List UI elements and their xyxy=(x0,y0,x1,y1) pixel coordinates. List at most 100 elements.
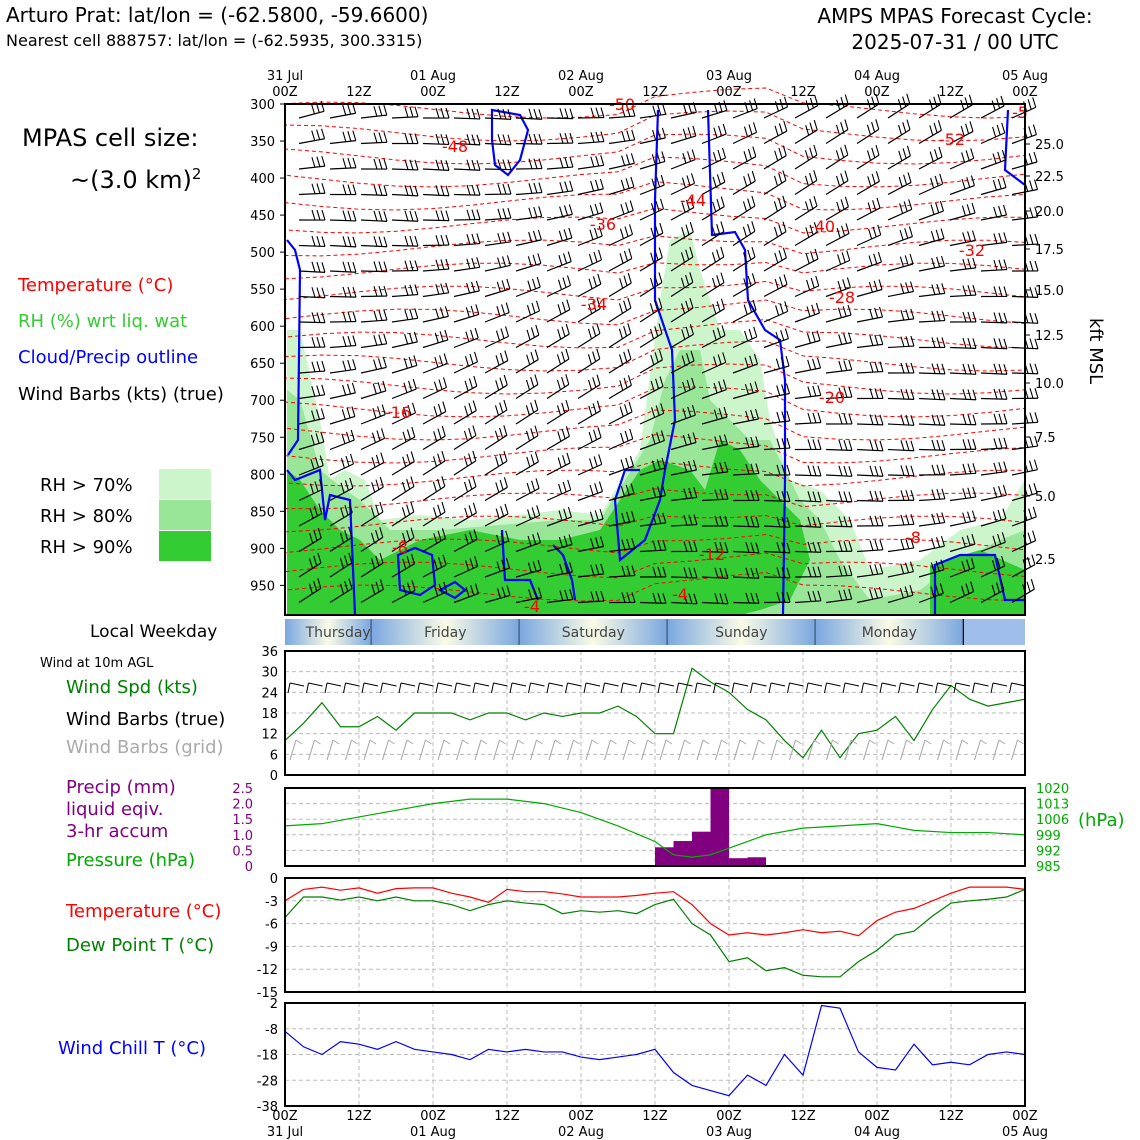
wind-barb xyxy=(701,282,725,298)
wind-barb-feather xyxy=(496,281,501,292)
wind-barb-feather xyxy=(530,402,535,413)
cloud-outline xyxy=(552,544,577,601)
wind-barb xyxy=(546,333,570,349)
wind-barb-feather xyxy=(414,159,419,171)
wind-barb-grid-feather xyxy=(591,739,599,745)
wind-barb-grid-feather xyxy=(850,739,858,745)
wind-barb-feather xyxy=(838,334,843,345)
y-tick-label: 0 xyxy=(270,769,278,784)
wind-barb-feather xyxy=(352,184,357,195)
wind-speed-line xyxy=(284,667,1026,759)
wind-barb-feather xyxy=(1031,554,1036,565)
wind-barb xyxy=(577,332,601,349)
wind-barb-feather xyxy=(682,128,687,139)
wind-barb xyxy=(949,157,974,170)
wind-barb-feather xyxy=(528,133,533,145)
bottom-hour-label: 00Z xyxy=(568,1109,594,1124)
wind-barb-feather xyxy=(465,331,470,342)
wind-barb-feather xyxy=(592,403,597,414)
wind-barb-feather xyxy=(930,586,935,597)
wind-barb-feather xyxy=(619,354,624,365)
wind-barb-feather xyxy=(879,414,884,426)
wind-barb-feather xyxy=(402,532,407,544)
isotherm-line xyxy=(284,299,1026,326)
wind-barb-feather xyxy=(505,557,510,569)
wind-barb-feather xyxy=(568,227,573,239)
wind-barb-feather xyxy=(941,440,946,451)
wind-barb-feather xyxy=(747,249,752,260)
wind-barb-feather xyxy=(501,559,506,570)
wind-barb-feather xyxy=(414,308,419,319)
wind-barb xyxy=(577,410,601,425)
wind-barb xyxy=(887,181,912,196)
wind-barb-true-feather xyxy=(1009,682,1012,694)
wind-barb-feather xyxy=(778,250,783,261)
wind-barb-feather xyxy=(783,120,788,132)
wind-barb xyxy=(515,286,541,298)
wind-barb-feather xyxy=(495,355,500,366)
wind-barb-feather xyxy=(742,226,747,237)
wind-barb xyxy=(856,499,884,502)
wind-barb-feather xyxy=(371,432,376,443)
wind-barb-feather xyxy=(810,251,815,262)
wind-barb-feather xyxy=(1029,460,1034,471)
wind-barb-feather xyxy=(342,104,347,116)
wind-barb-feather xyxy=(869,564,874,576)
wind-barb xyxy=(918,521,945,527)
wind-barb xyxy=(515,596,542,604)
wind-barb-feather xyxy=(904,228,909,239)
wind-barb-feather xyxy=(414,185,419,196)
top-hour-label: 12Z xyxy=(346,85,372,100)
wind-barb xyxy=(360,141,387,145)
wind-barb xyxy=(887,345,914,349)
isotherm-line xyxy=(284,156,1026,188)
wind-barb xyxy=(484,540,509,553)
wind-barb-feather xyxy=(315,433,320,444)
wind-barb-feather xyxy=(526,354,531,365)
wind-barb-feather xyxy=(681,355,686,366)
wind-barb-feather xyxy=(1027,99,1032,110)
wind-barb-true xyxy=(752,682,767,687)
wind-barb xyxy=(701,416,728,425)
wind-barb-grid-feather xyxy=(332,739,340,745)
wind-barb-feather xyxy=(719,489,724,500)
wind-barb-feather xyxy=(1029,363,1034,374)
wind-barb-feather xyxy=(558,230,563,241)
wind-barb-feather xyxy=(685,274,690,286)
isotherm-line xyxy=(284,281,1026,302)
wind-barb xyxy=(701,576,728,579)
wind-barb-feather xyxy=(404,309,409,320)
wind-barb xyxy=(670,576,698,579)
wind-barb-feather xyxy=(371,482,376,493)
wind-barb-feather xyxy=(404,210,409,221)
wind-barb-feather xyxy=(344,555,349,566)
wind-barb-feather xyxy=(879,388,884,399)
wind-barb-feather xyxy=(805,201,810,212)
wind-barb-grid-feather xyxy=(647,739,654,745)
wind-barb-feather xyxy=(469,353,474,365)
wind-barb-feather xyxy=(496,306,501,317)
wind-barb xyxy=(763,283,788,298)
wind-barb-feather xyxy=(557,405,562,416)
wind-barb-feather xyxy=(378,236,383,247)
wind-barb-true-feather xyxy=(787,682,790,694)
wind-barb xyxy=(887,523,914,527)
wind-barb-feather xyxy=(875,93,880,105)
wind-barb-true xyxy=(363,682,379,687)
top-date-label: 03 Aug xyxy=(706,69,752,84)
wind-barb-feather xyxy=(435,284,440,295)
wind-barb xyxy=(360,511,384,527)
wind-barb-feather xyxy=(720,298,725,309)
wind-barb-feather xyxy=(621,155,626,166)
wind-barb-feather xyxy=(593,456,598,467)
wind-barb xyxy=(422,386,447,400)
wind-barb-feather xyxy=(379,501,384,513)
wind-barb-feather xyxy=(838,413,843,425)
wind-barb-grid xyxy=(455,739,464,761)
wind-barb-feather xyxy=(745,437,750,448)
wind-barb xyxy=(608,358,632,374)
wind-barb-feather xyxy=(993,206,998,218)
wind-barb-feather xyxy=(494,405,500,416)
wind-barb-feather xyxy=(409,260,414,271)
wind-barb-feather xyxy=(497,108,502,119)
